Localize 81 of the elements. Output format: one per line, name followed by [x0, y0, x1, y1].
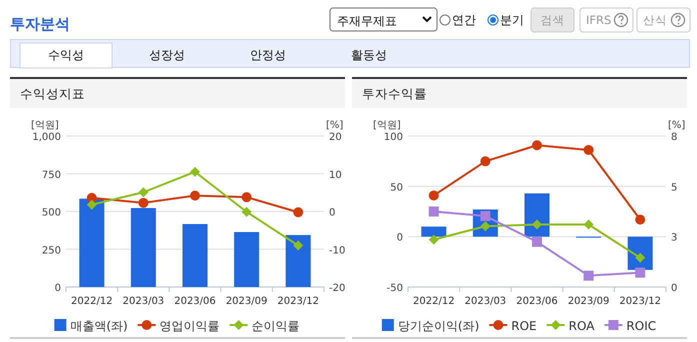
legend-label: 순이익률 — [252, 319, 300, 333]
bar — [524, 193, 550, 237]
text: 검색 — [540, 13, 564, 27]
point — [428, 206, 439, 216]
legend-label: 매출액(좌) — [70, 319, 128, 333]
point — [293, 240, 304, 250]
legend-label: ROA — [568, 319, 596, 333]
point — [584, 144, 594, 155]
y2-tick-label: 3 — [671, 232, 678, 244]
x-tick-label: 2023/06 — [174, 296, 216, 307]
y2-tick-label: 0 — [671, 283, 678, 294]
point — [242, 206, 252, 217]
y-tick-label: 500 — [42, 208, 61, 218]
x-tick-label: 2022/12 — [71, 296, 113, 307]
bar — [182, 224, 208, 287]
y2-tick-label: 10 — [329, 170, 342, 181]
y2-axis-title: [%] — [326, 120, 344, 131]
chart-title: 투자수익률 — [362, 86, 427, 101]
y-axis-title: [억원] — [373, 120, 401, 131]
point — [480, 156, 490, 166]
bar — [421, 226, 446, 237]
point — [532, 220, 542, 230]
y2-tick-label: 8 — [671, 132, 678, 143]
text: 수익성 — [48, 48, 84, 62]
text: 주재무제표 — [337, 14, 397, 28]
point — [138, 198, 148, 208]
point — [190, 166, 200, 177]
y-tick-label: 100 — [384, 132, 403, 143]
bar — [234, 232, 260, 287]
y-tick-label: 750 — [42, 170, 61, 181]
x-tick-label: 2023/12 — [277, 296, 319, 307]
point — [242, 192, 252, 202]
text: 안정성 — [250, 48, 286, 62]
y2-tick-label: 0 — [329, 208, 336, 218]
y-tick-label: 250 — [42, 245, 61, 256]
text: 연간 — [452, 13, 476, 27]
y-tick-label: 50 — [390, 182, 403, 194]
legend-label: 당기순이익(좌) — [398, 319, 480, 333]
text: 성장성 — [149, 48, 185, 62]
point — [532, 140, 542, 150]
y2-tick-label: -10 — [329, 245, 346, 256]
point — [428, 190, 439, 200]
point — [635, 268, 646, 278]
point — [428, 234, 439, 245]
y-axis-title: [억원] — [31, 120, 59, 131]
point — [635, 214, 646, 225]
point — [86, 200, 97, 210]
text: IFRS — [586, 13, 612, 27]
bar — [286, 235, 311, 287]
text: 투자분석 — [10, 15, 70, 33]
y-tick-label: -50 — [386, 283, 403, 294]
x-tick-label: 2023/09 — [226, 296, 268, 307]
x-tick-label: 2023/09 — [568, 296, 610, 307]
bar — [79, 198, 104, 287]
chart-title: 수익성지표 — [20, 86, 85, 101]
x-tick-label: 2023/12 — [619, 296, 661, 307]
y-tick-label: 0 — [54, 283, 61, 294]
text: 산식 — [643, 13, 667, 27]
point — [138, 187, 148, 198]
y2-axis-title: [%] — [668, 120, 686, 131]
y2-tick-label: 20 — [329, 132, 342, 143]
legend-label: ROIC — [626, 319, 656, 333]
legend-label: 영업이익률 — [160, 319, 220, 333]
point — [480, 211, 490, 222]
point — [532, 236, 542, 247]
x-tick-label: 2022/12 — [413, 296, 455, 307]
bar — [130, 208, 156, 287]
point — [584, 270, 594, 281]
x-tick-label: 2023/03 — [464, 296, 506, 307]
legend-label: ROE — [511, 319, 537, 333]
y2-tick-label: 5 — [671, 182, 678, 194]
x-tick-label: 2023/06 — [516, 296, 558, 307]
x-tick-label: 2023/03 — [122, 296, 164, 307]
point — [584, 220, 594, 230]
point — [293, 207, 304, 218]
y-tick-label: 0 — [396, 232, 403, 244]
y-tick-label: 1,000 — [32, 132, 61, 143]
point — [190, 190, 200, 201]
y2-tick-label: -20 — [329, 283, 346, 294]
text: 분기 — [500, 13, 524, 27]
text: 활동성 — [351, 48, 387, 62]
